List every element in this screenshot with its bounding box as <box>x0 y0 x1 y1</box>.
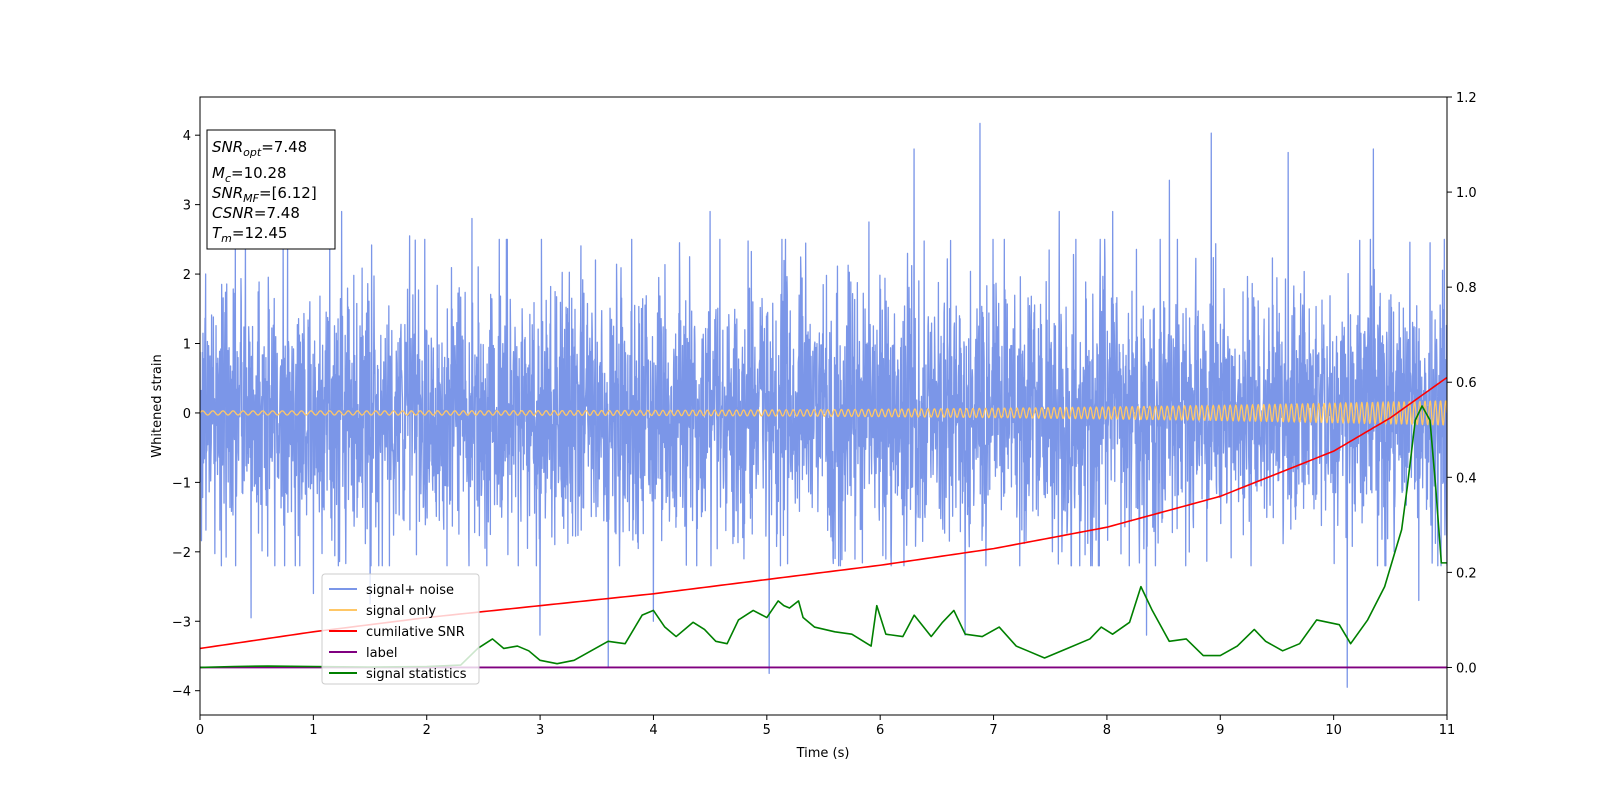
annotation-symbol: SNR <box>212 138 243 156</box>
x-tick-label: 5 <box>763 723 771 738</box>
series-signal-only <box>200 400 1447 426</box>
annotation-subscript: MF <box>243 192 259 205</box>
legend-label: cumilative SNR <box>366 625 465 640</box>
legend: signal+ noise signal only cumilative SNR la… <box>321 573 480 685</box>
annotation-value: =12.45 <box>232 224 288 242</box>
x-tick-label: 8 <box>1103 723 1111 738</box>
annotation-line: SNRMF=[6.12] <box>212 184 317 205</box>
x-tick-label: 4 <box>649 723 657 738</box>
annotation-box: SNRopt=7.48Mc=10.28SNRMF=[6.12]CSNR=7.48… <box>206 129 336 250</box>
plot-frame <box>199 96 1448 716</box>
annotation-subscript: opt <box>243 146 262 159</box>
annotation-symbol: CSNR <box>212 204 254 222</box>
y-left-tick-label: −4 <box>172 685 191 700</box>
legend-label: signal only <box>366 604 436 619</box>
annotation-value: =10.28 <box>231 164 287 182</box>
x-axis-label: Time (s) <box>796 746 850 761</box>
y-left-tick-label: −2 <box>172 546 191 561</box>
annotation-line: Mc=10.28 <box>212 164 287 185</box>
y-left-tick-label: 4 <box>183 129 191 144</box>
annotation-subscript: c <box>225 172 231 185</box>
annotation-value: =[6.12] <box>259 184 317 202</box>
annotation-value: =7.48 <box>261 138 307 156</box>
legend-label: signal statistics <box>366 667 467 682</box>
y-left-tick-label: −3 <box>172 615 191 630</box>
x-tick-label: 7 <box>989 723 997 738</box>
x-tick-label: 3 <box>536 723 544 738</box>
annotation-value: =7.48 <box>254 204 300 222</box>
x-tick-label: 2 <box>423 723 431 738</box>
x-tick-label: 1 <box>309 723 317 738</box>
y-right-tick-label: 1.2 <box>1456 91 1477 106</box>
y-right-tick-label: 0.2 <box>1456 566 1477 581</box>
y-left-tick-label: −1 <box>172 476 191 491</box>
y-axis-label: Whitened strain <box>150 354 165 457</box>
annotation-line: CSNR=7.48 <box>212 204 300 222</box>
y-right-tick-label: 0.6 <box>1456 376 1477 391</box>
y-right-tick-label: 1.0 <box>1456 186 1477 201</box>
annotation-symbol: SNR <box>212 184 243 202</box>
annotation-line: SNRopt=7.48 <box>212 138 307 159</box>
y-right-tick-label: 0.0 <box>1456 661 1477 676</box>
series-signal-statistics <box>200 405 1447 669</box>
y-axis-left: −4 −3 −2 −1 0 1 2 3 4 <box>172 129 200 700</box>
y-left-tick-label: 3 <box>183 199 191 214</box>
y-right-tick-label: 0.8 <box>1456 281 1477 296</box>
y-axis-right: 0.0 0.2 0.4 0.6 0.8 1.0 1.2 <box>1447 91 1477 676</box>
annotation-symbol: M <box>212 164 225 182</box>
x-tick-label: 11 <box>1439 723 1456 738</box>
y-left-tick-label: 0 <box>183 407 191 422</box>
x-axis: 0 1 2 3 4 5 6 7 8 9 10 11 <box>196 715 1455 738</box>
annotation-line: Tm=12.45 <box>212 224 287 245</box>
x-tick-label: 0 <box>196 723 204 738</box>
legend-label: signal+ noise <box>366 583 454 598</box>
annotation-subscript: m <box>221 232 232 245</box>
legend-label: label <box>366 646 397 661</box>
y-left-tick-label: 1 <box>183 338 191 353</box>
y-left-tick-label: 2 <box>183 268 191 283</box>
x-tick-label: 6 <box>876 723 884 738</box>
series-signal-noise <box>200 122 1447 688</box>
y-right-tick-label: 0.4 <box>1456 471 1477 486</box>
x-tick-label: 9 <box>1216 723 1224 738</box>
annotation-symbol: T <box>212 224 223 242</box>
x-tick-label: 10 <box>1325 723 1342 738</box>
